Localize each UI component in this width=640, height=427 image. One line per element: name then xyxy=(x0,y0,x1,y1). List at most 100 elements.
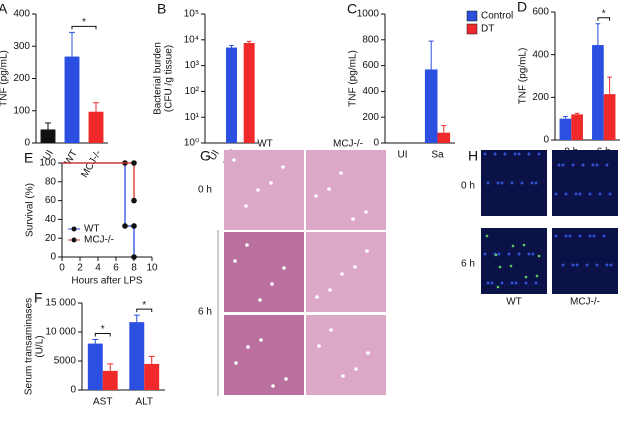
panel-label: A xyxy=(0,1,8,17)
micrograph-detail xyxy=(341,374,345,378)
bar xyxy=(88,111,104,143)
y-axis-label: TNF (pg/mL) xyxy=(348,50,359,107)
nucleus xyxy=(500,281,504,285)
micrograph-detail xyxy=(314,194,318,198)
micrograph-detail xyxy=(269,181,273,185)
column-label: WT xyxy=(257,139,273,150)
micrograph-detail xyxy=(232,158,236,162)
x-tick-label: Sa xyxy=(431,150,444,161)
error-bar xyxy=(107,363,114,371)
micrograph xyxy=(224,232,304,312)
nucleus xyxy=(486,181,490,185)
micrograph-detail xyxy=(244,204,248,208)
legend-label: MCJ-/- xyxy=(84,235,114,246)
row-label: 0 h xyxy=(198,185,212,196)
stain xyxy=(496,285,500,289)
micrograph-detail xyxy=(246,345,250,349)
nucleus xyxy=(574,192,578,196)
y-tick-label: 1000 xyxy=(357,9,380,20)
nucleus xyxy=(534,281,538,285)
row-label: 0 h xyxy=(461,181,475,192)
nucleus xyxy=(510,281,514,285)
nucleus xyxy=(534,181,538,185)
significance-mark: * xyxy=(602,8,606,19)
x-tick-label: 6 xyxy=(113,263,119,274)
micrograph-detail xyxy=(340,272,344,276)
y-axis-label: (CFU /g tissue) xyxy=(164,45,175,112)
micrograph-detail xyxy=(271,384,275,388)
y-tick-label: 10⁵ xyxy=(184,9,199,20)
error-bar xyxy=(133,314,140,323)
error-bar xyxy=(574,112,580,115)
significance-bracket xyxy=(94,333,111,337)
bar xyxy=(424,69,438,143)
nucleus xyxy=(486,281,490,285)
y-tick-label: 100 xyxy=(13,105,30,116)
column-label: WT xyxy=(506,297,522,308)
panel-label: B xyxy=(157,1,166,17)
y-tick-label: 0 xyxy=(50,252,56,263)
micrograph-detail xyxy=(317,344,321,348)
nucleus xyxy=(578,192,582,196)
bar xyxy=(592,45,604,140)
error-bar xyxy=(45,122,51,130)
micrograph-detail xyxy=(327,187,331,191)
nucleus xyxy=(493,152,497,156)
nucleus xyxy=(510,181,514,185)
legend-label: WT xyxy=(84,224,100,235)
micrograph-detail xyxy=(270,282,274,286)
micrograph-detail xyxy=(233,259,237,263)
nucleus xyxy=(605,163,609,167)
nucleus xyxy=(564,234,568,238)
y-tick-label: 10³ xyxy=(185,60,200,71)
micrograph-detail xyxy=(245,243,249,247)
nucleus xyxy=(598,192,602,196)
bar xyxy=(144,363,160,390)
bar xyxy=(102,370,118,390)
y-tick-label: 60 xyxy=(45,195,57,206)
bar xyxy=(243,43,255,143)
bar xyxy=(40,129,56,143)
nucleus xyxy=(571,163,575,167)
nucleus xyxy=(497,252,501,256)
y-tick-label: 400 xyxy=(13,9,30,20)
error-bar xyxy=(441,125,447,133)
y-tick-label: 0 xyxy=(543,135,549,146)
error-bar xyxy=(148,355,155,364)
error-bar xyxy=(229,45,234,48)
bar xyxy=(571,114,583,140)
y-axis-label: TNF (pg/mL) xyxy=(518,48,529,105)
y-axis-label: Bacterial burden xyxy=(153,42,164,115)
significance-mark: * xyxy=(101,324,105,335)
row-label: 6 h xyxy=(461,259,475,270)
legend-marker xyxy=(71,226,77,232)
nucleus xyxy=(483,252,487,256)
y-axis-label: TNF (pg/mL) xyxy=(0,50,10,107)
nucleus xyxy=(588,234,592,238)
row-label: 6 h xyxy=(198,307,212,318)
y-tick-label: 300 xyxy=(13,41,30,52)
stain xyxy=(509,264,513,268)
micrograph xyxy=(306,315,386,395)
nucleus xyxy=(517,152,521,156)
nucleus xyxy=(527,252,531,256)
nucleus xyxy=(591,163,595,167)
micrograph-detail xyxy=(329,328,333,332)
error-bar xyxy=(607,76,612,95)
nucleus xyxy=(483,152,487,156)
error-bar xyxy=(595,23,601,46)
micrograph-detail xyxy=(366,351,370,355)
x-tick-label: MCJ-/- xyxy=(79,148,104,179)
x-tick-label: ALT xyxy=(135,397,153,408)
stain xyxy=(494,253,498,257)
bar xyxy=(437,132,451,143)
error-bar xyxy=(69,31,75,57)
nucleus xyxy=(592,234,596,238)
nucleus xyxy=(537,152,541,156)
nucleus xyxy=(605,263,609,267)
bar xyxy=(64,56,80,143)
nucleus xyxy=(585,263,589,267)
y-tick-label: 0 xyxy=(24,138,30,149)
nucleus xyxy=(595,263,599,267)
